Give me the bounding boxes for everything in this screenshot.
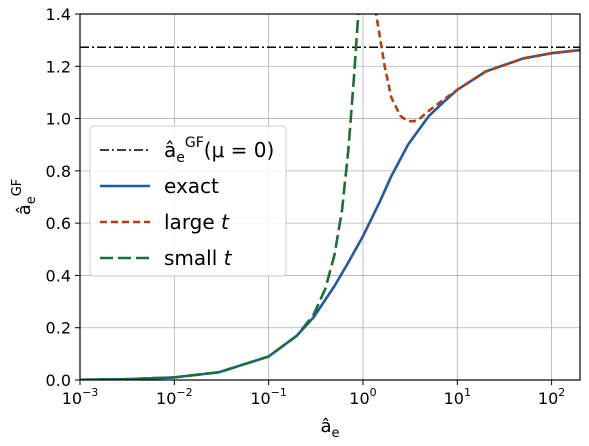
x-tick-label: 10−3 <box>62 386 99 408</box>
legend-label-3: small t <box>164 246 233 270</box>
legend: âeGF(μ = 0) exact large t small t <box>89 125 287 277</box>
x-tick-label: 102 <box>538 386 565 408</box>
y-tick-label: 0.4 <box>46 266 71 285</box>
series-line-3 <box>80 14 360 380</box>
x-tick-label: 10−1 <box>250 386 287 408</box>
series-layer <box>80 14 580 380</box>
plot-frame <box>79 13 581 381</box>
legend-label-2: large t <box>164 210 230 234</box>
y-tick-label: 1.2 <box>46 57 71 76</box>
x-axis-label: âe <box>320 416 339 441</box>
y-tick-label: 0.2 <box>46 319 71 338</box>
y-tick-label: 0.0 <box>46 371 71 390</box>
x-tick-label: 100 <box>349 386 376 408</box>
legend-label-0: âeGF(μ = 0) <box>164 135 274 166</box>
y-tick-label: 1.0 <box>46 110 71 129</box>
y-tick-label: 0.8 <box>46 162 71 181</box>
series-line-2 <box>374 14 580 123</box>
legend-label-1: exact <box>164 174 219 198</box>
x-tick-label: 10−2 <box>156 386 193 408</box>
y-tick-label: 1.4 <box>46 5 71 24</box>
x-tick-label: 101 <box>444 386 471 408</box>
legend-box <box>89 125 287 277</box>
ticks: 10−3 10−2 10−1 100 101 102 0.0 0.2 0.4 0.6 0.8 1.0 1… <box>46 5 566 408</box>
y-tick-label: 0.6 <box>46 214 71 233</box>
y-axis-label: âeGF <box>10 179 39 216</box>
